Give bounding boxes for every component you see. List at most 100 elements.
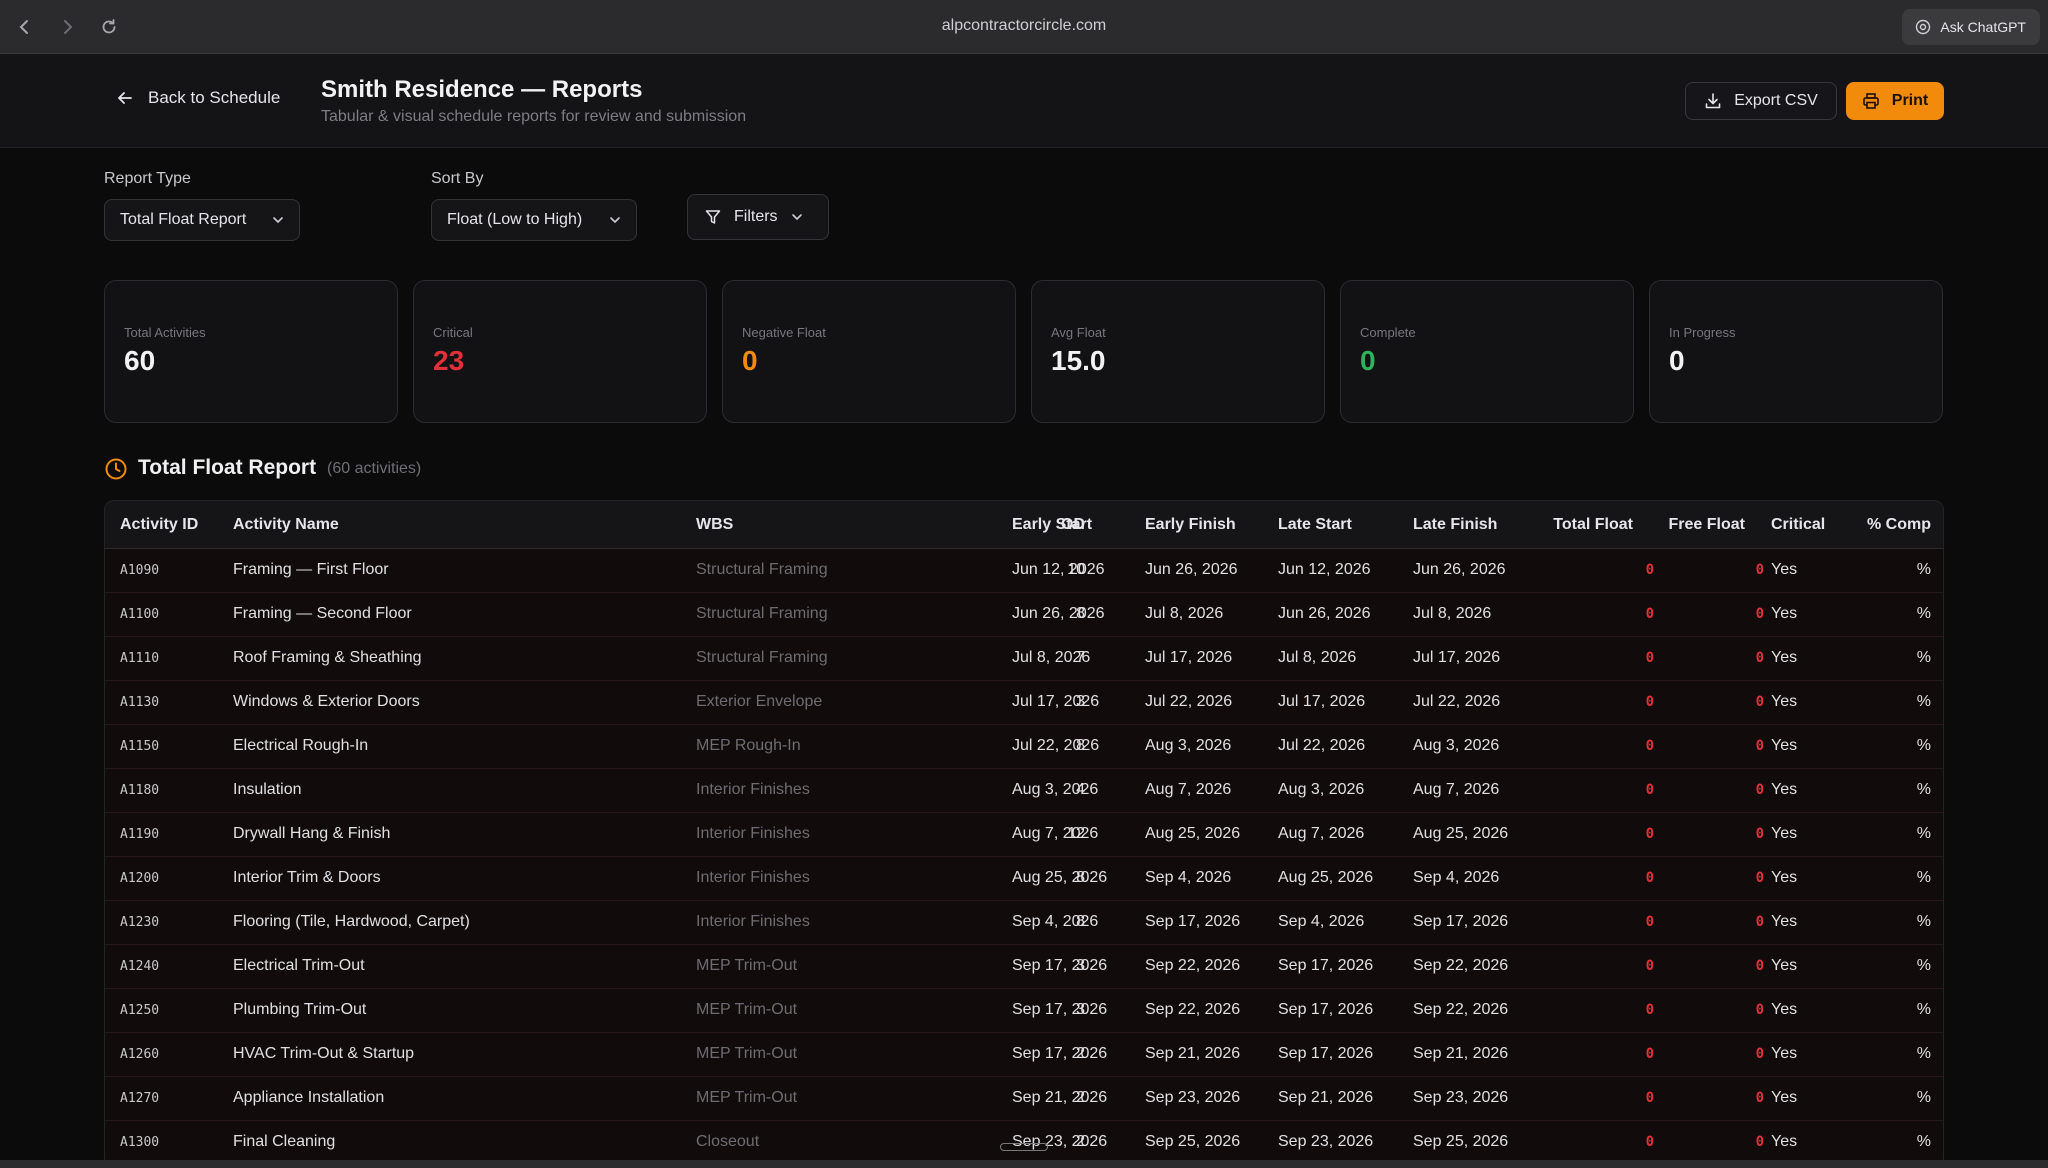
cell-early-start: Aug 7, 2026 [1012,825,1099,842]
cell-free-float: 0 [1755,826,1764,842]
cell-early-start: Jul 17, 2026 [1012,693,1100,710]
sort-by-select[interactable]: Float (Low to High) [431,199,637,241]
cell-free-float: 0 [1755,1090,1764,1106]
table-row[interactable]: A1090 Framing — First Floor Structural Fra… [105,549,1943,593]
cell-activity-name: HVAC Trim-Out & Startup [233,1045,415,1062]
table-row[interactable]: A1240 Electrical Trim-Out MEP Trim-Out 3 Sep… [105,945,1943,989]
export-csv-button[interactable]: Export CSV [1685,82,1837,120]
table-row[interactable]: A1190 Drywall Hang & Finish Interior Finis… [105,813,1943,857]
column-header-free-float[interactable]: Free Float [1668,516,1745,533]
cell-critical: Yes [1771,1001,1798,1018]
report-type-value: Total Float Report [120,211,247,228]
column-header-early-start[interactable]: Early Start [1012,516,1093,533]
cell-percent-complete: % [1916,957,1931,974]
report-type-select[interactable]: Total Float Report [104,199,300,241]
cell-late-start: Sep 17, 2026 [1278,1045,1374,1062]
column-header-early-finish[interactable]: Early Finish [1145,516,1236,533]
browser-forward-icon[interactable] [54,14,80,40]
cell-critical: Yes [1771,693,1798,710]
scroll-indicator[interactable] [1000,1143,1048,1151]
column-header-late-start[interactable]: Late Start [1278,516,1352,533]
cell-late-finish: Jul 17, 2026 [1413,649,1501,666]
stat-value: 23 [433,345,465,376]
column-header-critical[interactable]: Critical [1771,516,1826,533]
cell-activity-name: Interior Trim & Doors [233,869,381,886]
table-row[interactable]: A1260 HVAC Trim-Out & Startup MEP Trim-Out… [105,1033,1943,1077]
cell-early-start: Jul 22, 2026 [1012,737,1100,754]
cell-critical: Yes [1771,1089,1798,1106]
column-header-percent-complete[interactable]: % Comp [1867,516,1931,533]
cell-wbs: Structural Framing [696,605,828,622]
print-button[interactable]: Print [1846,82,1944,120]
column-header-activity-name[interactable]: Activity Name [233,516,339,533]
back-to-schedule-button[interactable]: Back to Schedule [116,88,280,108]
cell-late-start: Sep 17, 2026 [1278,957,1374,974]
cell-activity-name: Drywall Hang & Finish [233,825,391,842]
stat-label: Total Activities [124,325,206,340]
app-header: Back to Schedule Smith Residence — Repor… [0,54,2048,148]
table-row[interactable]: A1180 Insulation Interior Finishes 4 Aug 3, … [105,769,1943,813]
cell-free-float: 0 [1755,958,1764,974]
column-header-wbs[interactable]: WBS [696,516,734,533]
cell-activity-name: Plumbing Trim-Out [233,1001,367,1018]
chevron-down-icon [610,217,620,224]
column-header-od[interactable]: OD [1061,516,1085,533]
cell-early-finish: Aug 7, 2026 [1145,781,1232,798]
cell-free-float: 0 [1755,870,1764,886]
cell-activity-name: Appliance Installation [233,1089,385,1106]
cell-total-float: 0 [1645,1046,1654,1062]
cell-od: 4 [1076,781,1085,798]
cell-late-finish: Sep 25, 2026 [1413,1133,1509,1150]
cell-early-start: Sep 17, 2026 [1012,1001,1108,1018]
printer-icon [1862,93,1879,109]
cell-critical: Yes [1771,561,1798,578]
table-row[interactable]: A1230 Flooring (Tile, Hardwood, Carpet) In… [105,901,1943,945]
table-row[interactable]: A1270 Appliance Installation MEP Trim-Out 2… [105,1077,1943,1121]
cell-total-float: 0 [1645,1002,1654,1018]
cell-early-finish: Sep 22, 2026 [1145,957,1241,974]
browser-back-icon[interactable] [12,14,38,40]
cell-early-start: Sep 17, 2026 [1012,1045,1108,1062]
cell-od: 8 [1076,737,1085,754]
cell-free-float: 0 [1755,1134,1764,1150]
cell-critical: Yes [1771,1045,1798,1062]
cell-early-finish: Jul 8, 2026 [1145,605,1224,622]
table-row[interactable]: A1110 Roof Framing & Sheathing Structural … [105,637,1943,681]
cell-percent-complete: % [1916,737,1931,754]
table-row[interactable]: A1150 Electrical Rough-In MEP Rough-In 8 Jul… [105,725,1943,769]
cell-activity-id: A1110 [120,651,160,666]
column-header-activity-id[interactable]: Activity ID [120,516,199,533]
cell-late-finish: Aug 3, 2026 [1413,737,1500,754]
cell-activity-name: Windows & Exterior Doors [233,693,420,710]
cell-late-finish: Sep 4, 2026 [1413,869,1500,886]
column-header-late-finish[interactable]: Late Finish [1413,516,1498,533]
cell-free-float: 0 [1755,650,1764,666]
cell-critical: Yes [1771,737,1798,754]
table-row[interactable]: A1200 Interior Trim & Doors Interior Finis… [105,857,1943,901]
cell-late-finish: Jun 26, 2026 [1413,561,1506,578]
filters-button[interactable]: Filters [687,194,829,240]
stat-card: In Progress 0 [1649,280,1943,423]
cell-early-finish: Sep 21, 2026 [1145,1045,1241,1062]
ask-chatgpt-button[interactable]: Ask ChatGPT [1902,9,2040,45]
cell-free-float: 0 [1755,1046,1764,1062]
cell-early-start: Jul 8, 2026 [1012,649,1091,666]
table-row[interactable]: A1100 Framing — Second Floor Structural Fr… [105,593,1943,637]
address-bar[interactable]: alpcontractorcircle.com [941,17,1107,34]
browser-reload-icon[interactable] [96,14,122,40]
cell-total-float: 0 [1645,826,1654,842]
cell-early-finish: Sep 4, 2026 [1145,869,1232,886]
cell-activity-name: Flooring (Tile, Hardwood, Carpet) [233,913,470,930]
cell-late-start: Jul 17, 2026 [1278,693,1366,710]
table-row[interactable]: A1250 Plumbing Trim-Out MEP Trim-Out 3 Sep 1… [105,989,1943,1033]
cell-critical: Yes [1771,781,1798,798]
cell-percent-complete: % [1916,1045,1931,1062]
column-header-total-float[interactable]: Total Float [1553,516,1633,533]
cell-total-float: 0 [1645,562,1654,578]
stat-value: 0 [742,345,758,376]
table-row[interactable]: A1130 Windows & Exterior Doors Exterior En… [105,681,1943,725]
cell-wbs: Exterior Envelope [696,693,823,710]
cell-early-start: Aug 25, 2026 [1012,869,1108,886]
cell-percent-complete: % [1916,1133,1931,1150]
cell-od: 7 [1076,649,1085,666]
